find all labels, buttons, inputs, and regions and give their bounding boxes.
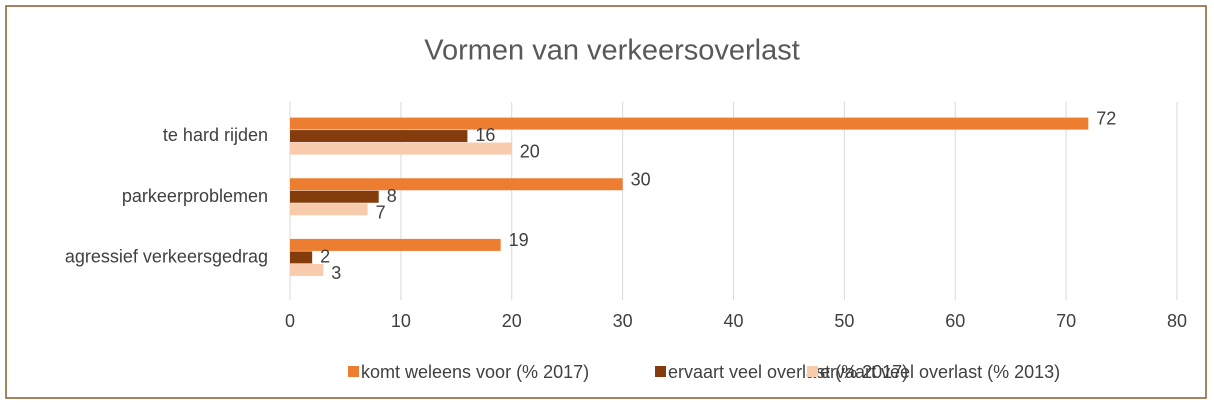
- data-label: 20: [520, 142, 540, 162]
- legend-swatch: [348, 366, 359, 377]
- bar: [290, 178, 623, 191]
- y-tick-label: te hard rijden: [163, 125, 268, 145]
- x-tick-label: 20: [502, 311, 522, 331]
- data-label: 30: [631, 169, 651, 189]
- data-label: 19: [509, 230, 529, 250]
- y-tick-label: agressief verkeersgedrag: [65, 246, 268, 266]
- data-label: 3: [331, 263, 341, 283]
- bar: [290, 190, 379, 203]
- bar: [290, 251, 313, 264]
- legend-label: ervaart veel overlast (% 2017): [668, 362, 908, 382]
- data-label: 2: [320, 246, 330, 266]
- x-tick-label: 40: [723, 311, 743, 331]
- x-tick-label: 60: [945, 311, 965, 331]
- bar: [290, 142, 512, 155]
- y-tick-label: parkeerproblemen: [122, 186, 268, 206]
- legend-label: ervaart veel overlast (% 2013): [820, 362, 1060, 382]
- data-label: 72: [1096, 109, 1116, 129]
- data-label: 16: [475, 125, 495, 145]
- bar: [290, 238, 501, 251]
- bar: [290, 130, 468, 143]
- legend-swatch: [655, 366, 666, 377]
- x-tick-label: 80: [1167, 311, 1187, 331]
- legend-label: komt weleens voor (% 2017): [361, 362, 589, 382]
- x-tick-label: 0: [285, 311, 295, 331]
- chart-title: Vormen van verkeersoverlast: [424, 35, 800, 67]
- x-tick-label: 50: [834, 311, 854, 331]
- bar: [290, 263, 324, 276]
- x-tick-label: 10: [391, 311, 411, 331]
- data-label: 7: [376, 202, 386, 222]
- bar: [290, 203, 368, 216]
- bar: [290, 117, 1089, 130]
- data-label: 8: [387, 186, 397, 206]
- x-tick-label: 30: [613, 311, 633, 331]
- legend-swatch: [807, 366, 818, 377]
- chart-border: [5, 5, 1207, 399]
- x-tick-label: 70: [1056, 311, 1076, 331]
